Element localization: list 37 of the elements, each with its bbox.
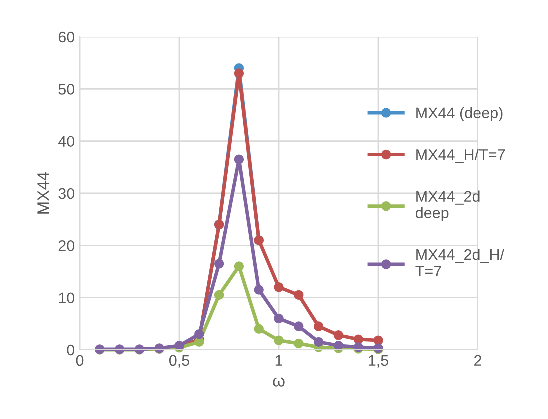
- point: [234, 154, 244, 164]
- point: [294, 290, 304, 300]
- point: [314, 337, 324, 348]
- x-axis-title: ω: [273, 378, 285, 387]
- point: [274, 282, 284, 292]
- point: [254, 285, 264, 295]
- point: [274, 314, 284, 324]
- point: [334, 330, 344, 340]
- y-tick-label: 40: [58, 136, 75, 148]
- y-tick-label: 10: [59, 292, 75, 304]
- point: [234, 262, 244, 272]
- legend-label: MX44_2d deep: [416, 190, 480, 222]
- x-tick-label: 1: [276, 355, 283, 366]
- point: [294, 322, 304, 332]
- y-tick-label: 60: [58, 32, 75, 43]
- point: [214, 290, 224, 300]
- point: [194, 337, 204, 348]
- point: [314, 322, 324, 332]
- point: [294, 338, 304, 349]
- legend-label: MX44 (deep): [416, 107, 503, 122]
- x-tick-label: 1,5: [369, 355, 388, 368]
- y-tick-label: 50: [58, 84, 75, 95]
- legend-label: MX44_2d_H/ T=7: [416, 248, 505, 277]
- y-axis-title: MX44: [38, 172, 50, 214]
- point: [274, 336, 284, 346]
- y-tick-label: 30: [58, 188, 75, 200]
- x-tick-label: 0: [76, 355, 84, 366]
- x-tick-label: 2: [474, 355, 482, 366]
- point: [194, 329, 204, 340]
- point: [234, 68, 244, 78]
- legend-label: MX44_H/T=7: [416, 149, 506, 164]
- x-tick-label: 0,5: [169, 355, 190, 368]
- point: [334, 340, 344, 351]
- y-tick-label: 20: [58, 240, 75, 252]
- y-tick-label: 0: [67, 344, 75, 356]
- point: [214, 259, 224, 269]
- point: [254, 324, 264, 334]
